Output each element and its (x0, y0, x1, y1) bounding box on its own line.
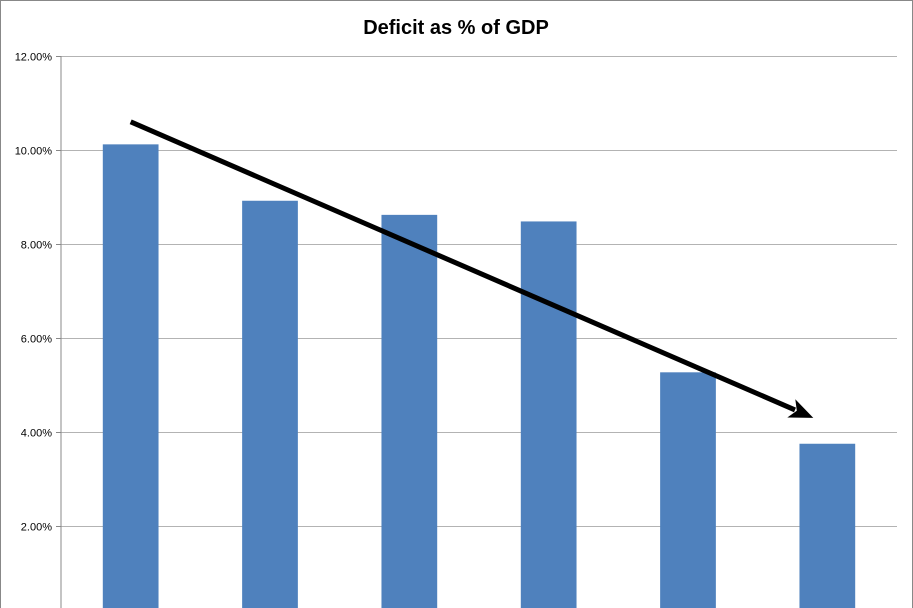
trend-arrow-line (129, 119, 796, 413)
y-tick-label: 2.00% (21, 522, 52, 534)
bar (242, 200, 298, 608)
y-tick-label: 8.00% (21, 240, 52, 252)
bar (520, 221, 577, 608)
y-tick-label: 10.00% (15, 146, 53, 158)
bar (381, 214, 438, 608)
bar (102, 144, 159, 608)
bars (102, 144, 856, 608)
bar (660, 372, 716, 608)
y-tick-label: 6.00% (21, 334, 52, 346)
y-tick-label: 12.00% (15, 52, 53, 64)
y-axis-ticks: 2.00% 4.00% 6.00% 8.00% 10.00% 12.00% (15, 52, 61, 534)
trend-arrow-head (787, 399, 814, 418)
bar (799, 443, 856, 608)
gridlines (61, 56, 897, 527)
chart-title: Deficit as % of GDP (363, 17, 549, 39)
trend-annotation (129, 119, 814, 418)
y-tick-label: 4.00% (21, 428, 52, 440)
